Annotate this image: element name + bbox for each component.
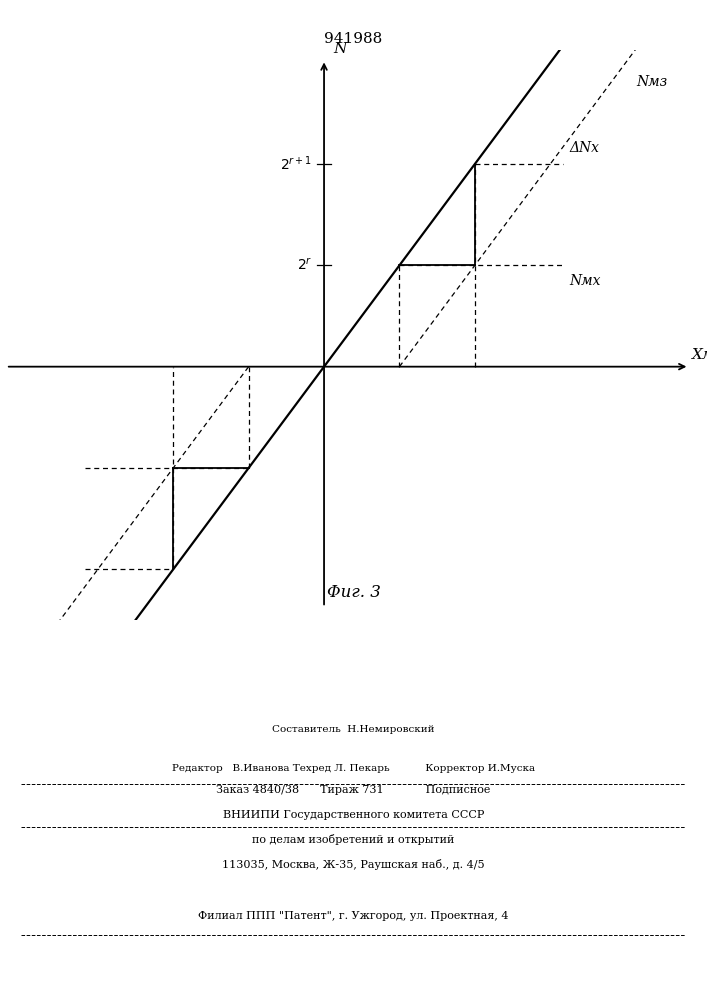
Text: 113035, Москва, Ж-35, Раушская наб., д. 4/5: 113035, Москва, Ж-35, Раушская наб., д. …: [222, 859, 485, 870]
Text: ВНИИПИ Государственного комитета СССР: ВНИИПИ Государственного комитета СССР: [223, 810, 484, 820]
Text: Составитель  Н.Немировский: Составитель Н.Немировский: [272, 725, 435, 734]
Text: Nмх: Nмх: [569, 274, 601, 288]
Text: по делам изобретений и открытий: по делам изобретений и открытий: [252, 834, 455, 845]
Text: N: N: [333, 42, 346, 56]
Text: Филиал ППП "Патент", г. Ужгород, ул. Проектная, 4: Филиал ППП "Патент", г. Ужгород, ул. Про…: [198, 911, 509, 921]
Text: Φиг. 3: Φиг. 3: [327, 584, 380, 601]
Text: 941988: 941988: [325, 32, 382, 46]
Text: Заказ 4840/38      Тираж 731            Подписное: Заказ 4840/38 Тираж 731 Подписное: [216, 785, 491, 795]
Text: Редактор   В.Иванова Техред Л. Пекарь           Корректор И.Муска: Редактор В.Иванова Техред Л. Пекарь Корр…: [172, 764, 535, 773]
Text: Xм: Xм: [692, 348, 707, 362]
Text: $2^r$: $2^r$: [297, 257, 312, 273]
Text: $2^{r+1}$: $2^{r+1}$: [280, 155, 312, 173]
Text: Nмз: Nмз: [636, 75, 667, 89]
Text: ΔNх: ΔNх: [569, 141, 599, 155]
